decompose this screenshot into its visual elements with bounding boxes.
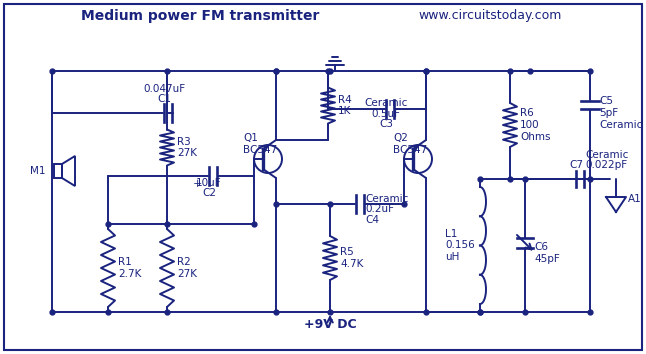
Text: Ceramic: Ceramic <box>585 150 629 160</box>
Text: R4
1K: R4 1K <box>338 95 352 116</box>
Text: R1
2.7K: R1 2.7K <box>118 257 141 279</box>
Text: A1: A1 <box>628 194 641 204</box>
Text: R5
4.7K: R5 4.7K <box>340 247 363 269</box>
Text: Medium power FM transmitter: Medium power FM transmitter <box>81 9 319 23</box>
Text: C3: C3 <box>379 119 393 129</box>
Text: C4: C4 <box>365 215 379 225</box>
Text: 0.022pF: 0.022pF <box>585 160 627 170</box>
Text: www.circuitstoday.com: www.circuitstoday.com <box>419 10 561 23</box>
Text: 10uF: 10uF <box>196 178 222 188</box>
Text: L1
0.156
uH: L1 0.156 uH <box>445 229 475 262</box>
Bar <box>54 164 62 178</box>
Text: +9V DC: +9V DC <box>304 318 357 331</box>
Text: 0.2uF: 0.2uF <box>365 204 394 214</box>
Text: C2: C2 <box>202 188 216 198</box>
Text: C1: C1 <box>157 94 171 104</box>
Text: Q2
BC547: Q2 BC547 <box>393 133 427 155</box>
Text: C6
45pF: C6 45pF <box>534 242 559 264</box>
Text: Ceramic: Ceramic <box>364 98 408 108</box>
Text: C7: C7 <box>569 160 583 170</box>
Text: C5
5pF
Ceramic: C5 5pF Ceramic <box>599 96 642 130</box>
Text: M1: M1 <box>30 166 46 176</box>
Text: +: + <box>193 179 202 189</box>
Text: R6
100
Ohms: R6 100 Ohms <box>520 108 550 142</box>
Text: R3
27K: R3 27K <box>177 137 197 158</box>
Text: Ceramic: Ceramic <box>365 194 408 204</box>
Text: 0.5uF: 0.5uF <box>371 109 401 119</box>
Text: R2
27K: R2 27K <box>177 257 197 279</box>
Text: Q1
BC547: Q1 BC547 <box>243 133 277 155</box>
Text: 0.047uF: 0.047uF <box>143 84 185 94</box>
